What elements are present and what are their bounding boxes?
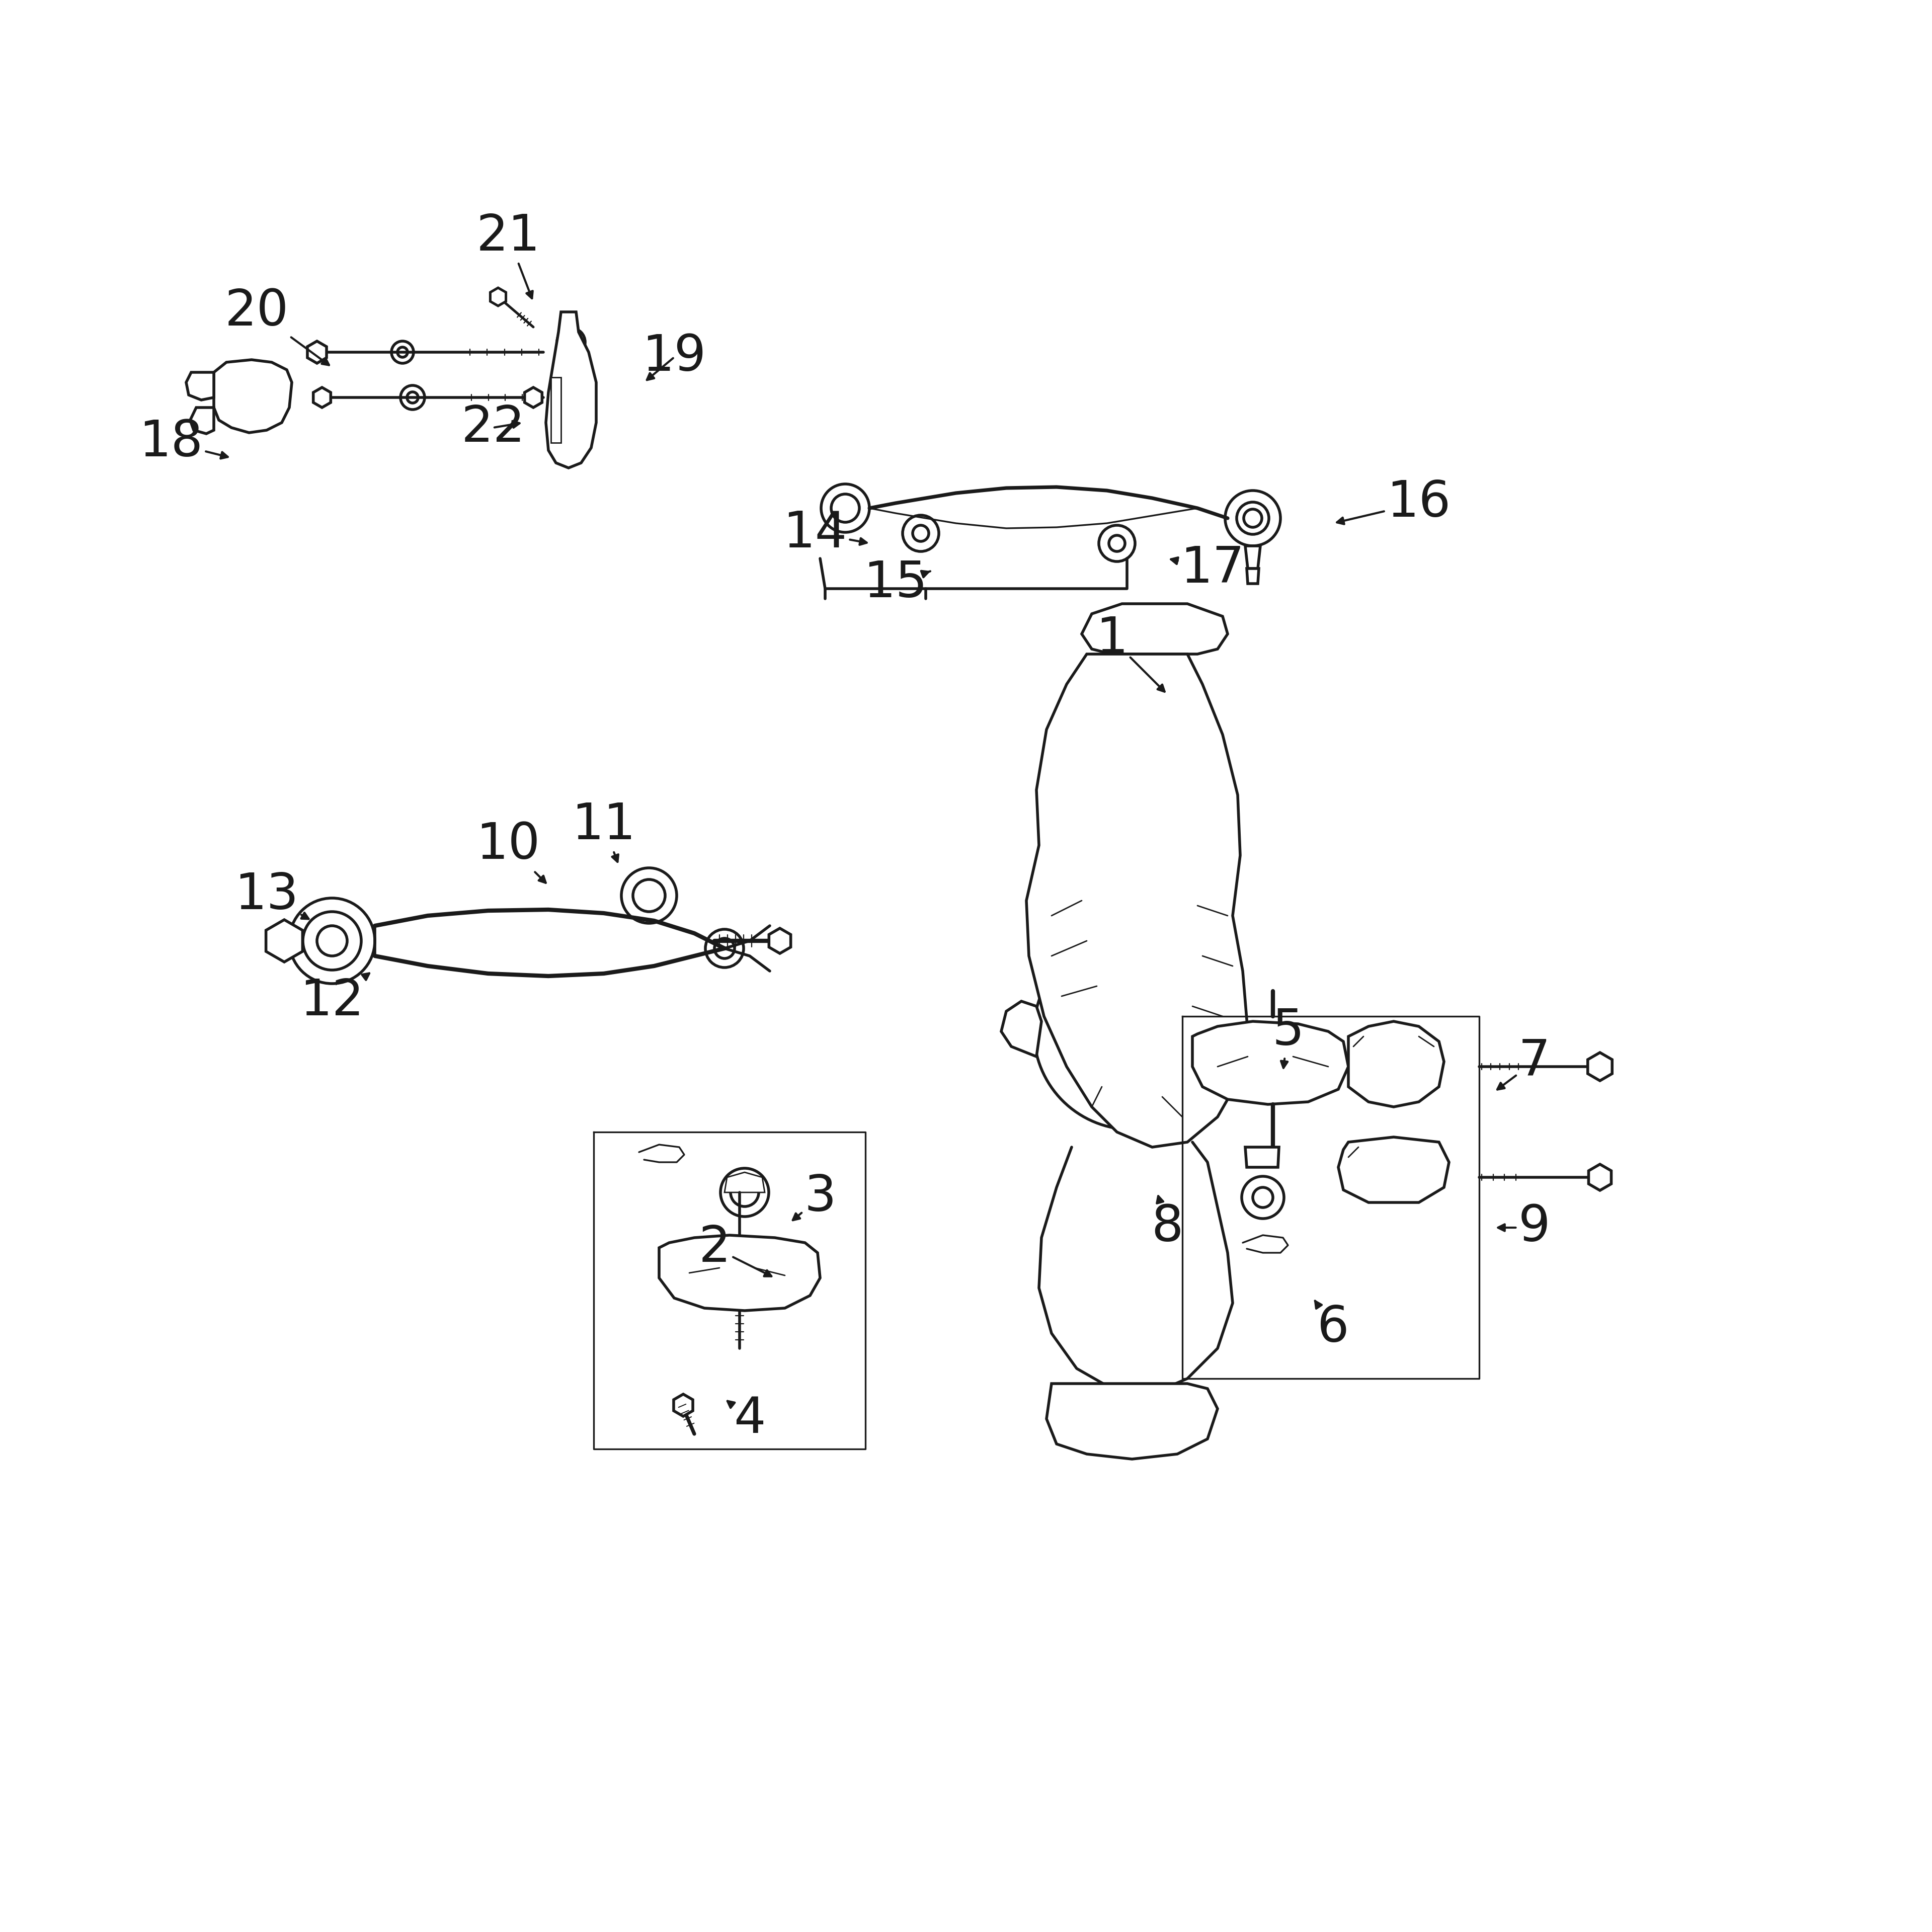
Text: 3: 3 <box>792 1173 837 1221</box>
Polygon shape <box>1047 1383 1217 1459</box>
Text: 15: 15 <box>864 558 931 609</box>
Polygon shape <box>1588 1165 1611 1190</box>
Polygon shape <box>1001 1001 1041 1057</box>
Text: 4: 4 <box>728 1395 765 1443</box>
Polygon shape <box>491 288 506 305</box>
Text: 19: 19 <box>641 332 707 383</box>
Polygon shape <box>267 920 303 962</box>
Polygon shape <box>1192 1022 1349 1105</box>
Text: 10: 10 <box>475 821 545 883</box>
Text: 6: 6 <box>1316 1300 1349 1352</box>
Text: 9: 9 <box>1497 1204 1551 1252</box>
Text: 13: 13 <box>234 871 309 920</box>
Circle shape <box>1236 502 1269 535</box>
Circle shape <box>1092 991 1173 1072</box>
Polygon shape <box>1588 1053 1611 1080</box>
Polygon shape <box>185 373 214 400</box>
Polygon shape <box>1349 1022 1443 1107</box>
Polygon shape <box>214 359 292 433</box>
Polygon shape <box>659 1235 819 1310</box>
Text: 16: 16 <box>1337 479 1451 527</box>
Polygon shape <box>526 388 543 408</box>
Text: 5: 5 <box>1271 1007 1304 1068</box>
Text: 17: 17 <box>1171 545 1244 593</box>
Polygon shape <box>1082 603 1227 655</box>
Text: 12: 12 <box>299 974 369 1026</box>
Polygon shape <box>769 927 790 952</box>
Polygon shape <box>189 408 214 433</box>
Polygon shape <box>1246 1148 1279 1167</box>
Text: 1: 1 <box>1095 614 1165 692</box>
Polygon shape <box>307 342 327 363</box>
Text: 14: 14 <box>782 508 867 558</box>
Polygon shape <box>313 388 330 408</box>
Polygon shape <box>1246 568 1260 583</box>
Text: 18: 18 <box>139 419 228 468</box>
Text: 21: 21 <box>475 213 541 298</box>
Text: 8: 8 <box>1151 1196 1182 1252</box>
Polygon shape <box>551 377 560 442</box>
Text: 20: 20 <box>224 288 328 365</box>
Polygon shape <box>547 311 597 468</box>
Text: 7: 7 <box>1497 1037 1551 1090</box>
Text: 11: 11 <box>572 800 636 862</box>
Polygon shape <box>725 1173 765 1192</box>
Text: 22: 22 <box>462 404 526 452</box>
Polygon shape <box>674 1395 694 1416</box>
Text: 2: 2 <box>699 1223 771 1277</box>
Polygon shape <box>1339 1138 1449 1202</box>
Polygon shape <box>1246 547 1260 568</box>
Polygon shape <box>1026 655 1248 1148</box>
